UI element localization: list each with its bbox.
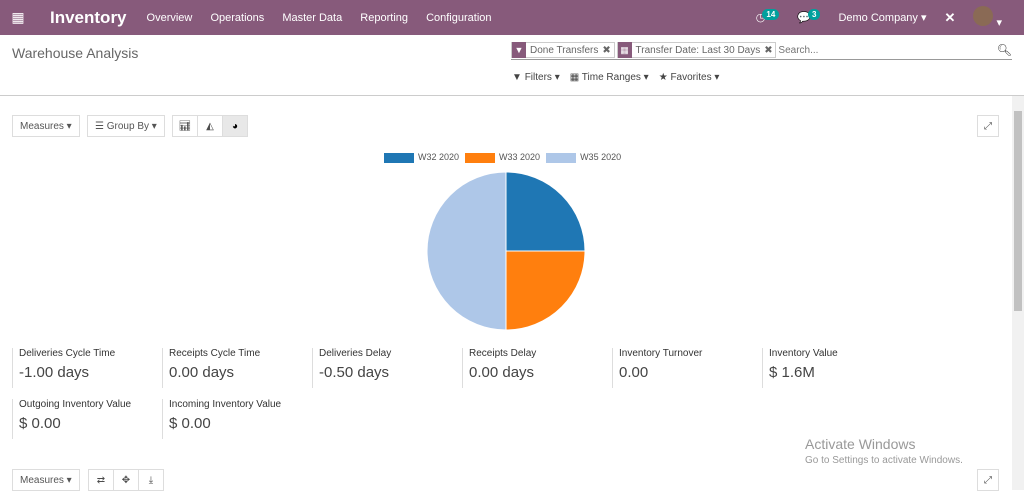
kpi-label: Deliveries Delay — [319, 348, 392, 359]
facet-transfer-date: ▦ Transfer Date: Last 30 Days ✖ — [616, 42, 777, 58]
favorites-label: Favorites — [670, 72, 712, 83]
group-by-button[interactable]: ☰ Group By ▾ — [87, 115, 165, 137]
user-menu[interactable]: ▾ — [973, 6, 1002, 29]
page-title: Warehouse Analysis — [12, 45, 139, 61]
kpi-label: Receipts Delay — [469, 348, 537, 359]
legend-item[interactable]: W35 2020 — [546, 152, 621, 163]
kpi-value: -0.50 days — [319, 364, 390, 381]
group-by-label: Group By — [106, 120, 149, 132]
apps-menu-icon[interactable]: ▦ — [11, 9, 25, 25]
kpi-card[interactable]: Inventory Turnover 0.00 — [612, 348, 702, 388]
kpi-value: 0.00 days — [469, 364, 535, 381]
scrollbar-thumb[interactable] — [1014, 111, 1022, 311]
expand-button[interactable]: ⤢ — [977, 115, 999, 137]
kpi-value: $ 0.00 — [169, 415, 211, 432]
kpi-value: 0.00 days — [169, 364, 235, 381]
kpi-card[interactable]: Deliveries Delay -0.50 days — [312, 348, 391, 388]
facet-label: Done Transfers — [530, 44, 599, 56]
flip-axis-icon[interactable]: ⇄ — [88, 469, 114, 491]
messages-button[interactable]: 💬3 — [797, 9, 821, 24]
avatar — [973, 6, 994, 26]
kpi-label: Outgoing Inventory Value — [19, 399, 132, 410]
legend-label: W32 2020 — [418, 152, 460, 162]
activity-badge: 14 — [762, 9, 780, 20]
kpi-value: $ 1.6M — [769, 364, 815, 381]
measures-button-2[interactable]: Measures ▾ — [12, 469, 80, 491]
activity-button[interactable]: ◷14 — [755, 9, 780, 24]
messages-badge: 3 — [808, 9, 821, 20]
menu-overview[interactable]: Overview — [146, 11, 193, 24]
legend-item[interactable]: W32 2020 — [384, 152, 459, 163]
kpi-value: 0.00 — [619, 364, 649, 381]
pie-chart — [426, 171, 586, 331]
favorites-dropdown[interactable]: ★ Favorites ▾ — [658, 72, 720, 83]
kpi-label: Receipts Cycle Time — [169, 348, 261, 359]
remove-facet-icon[interactable]: ✖ — [602, 44, 614, 56]
kpi-card[interactable]: Receipts Delay 0.00 days — [462, 348, 536, 388]
calendar-icon: ▦ — [617, 42, 632, 58]
chat-icon: 💬 — [797, 12, 811, 24]
filters-dropdown[interactable]: ▼ Filters ▾ — [512, 72, 560, 83]
filter-icon: ▼ — [512, 42, 526, 58]
search-icon[interactable]: 🔍︎ — [996, 43, 1012, 57]
bar-chart-icon[interactable]: 📊︎ — [172, 115, 198, 137]
main-menu: Overview Operations Master Data Reportin… — [147, 12, 507, 24]
line-chart-icon[interactable]: ◭ — [197, 115, 223, 137]
app-name[interactable]: Inventory — [50, 7, 127, 27]
facet-done-transfers: ▼ Done Transfers ✖ — [511, 42, 615, 58]
pivot-actions: ⇄ ✥ ⤓ — [88, 469, 164, 491]
chart-legend: W32 2020 W33 2020 W35 2020 — [384, 152, 621, 163]
tools-icon[interactable]: ✕ — [944, 9, 956, 25]
expand-button-2[interactable]: ⤢ — [977, 469, 999, 491]
download-icon[interactable]: ⤓ — [138, 469, 164, 491]
kpi-label: Incoming Inventory Value — [169, 399, 282, 410]
facet-label: Transfer Date: Last 30 Days — [635, 44, 761, 56]
watermark-subtitle: Go to Settings to activate Windows. — [805, 455, 963, 466]
remove-facet-icon[interactable]: ✖ — [764, 44, 776, 56]
company-switcher[interactable]: Demo Company ▾ — [838, 12, 927, 24]
legend-item[interactable]: W33 2020 — [465, 152, 540, 163]
menu-configuration[interactable]: Configuration — [426, 11, 492, 24]
pie-slice[interactable] — [505, 171, 586, 252]
measures-button[interactable]: Measures ▾ — [12, 115, 80, 137]
legend-label: W33 2020 — [499, 152, 541, 162]
search-input[interactable] — [778, 44, 995, 56]
legend-swatch — [384, 152, 414, 163]
pie-slice[interactable] — [505, 250, 586, 331]
clock-icon: ◷ — [755, 12, 766, 24]
kpi-value: $ 0.00 — [19, 415, 61, 432]
chart-type-switcher: 📊︎ ◭ ◕ — [172, 115, 248, 137]
search-options: ▼ Filters ▾ ▦ Time Ranges ▾ ★ Favorites … — [512, 72, 719, 83]
expand-all-icon[interactable]: ✥ — [113, 469, 139, 491]
control-panel: Warehouse Analysis ▼ Done Transfers ✖ ▦ Tra… — [0, 35, 1024, 96]
kpi-card[interactable]: Incoming Inventory Value $ 0.00 — [162, 399, 281, 439]
kpi-label: Inventory Turnover — [619, 348, 703, 359]
kpi-label: Deliveries Cycle Time — [19, 348, 116, 359]
filters-label: Filters — [524, 72, 552, 83]
kpi-label: Inventory Value — [769, 348, 838, 359]
legend-swatch — [465, 152, 496, 163]
time-ranges-dropdown[interactable]: ▦ Time Ranges ▾ — [569, 72, 649, 83]
measures-label: Measures — [20, 474, 64, 486]
search-bar: ▼ Done Transfers ✖ ▦ Transfer Date: Last 30… — [511, 41, 1012, 60]
watermark-title: Activate Windows — [805, 436, 916, 452]
kpi-value: -1.00 days — [19, 364, 90, 381]
menu-operations[interactable]: Operations — [210, 11, 265, 24]
kpi-card[interactable]: Inventory Value $ 1.6M — [762, 348, 838, 388]
legend-label: W35 2020 — [580, 152, 622, 162]
top-navbar: ▦ Inventory Overview Operations Master D… — [0, 0, 1024, 35]
windows-watermark: Activate Windows Go to Settings to activa… — [805, 436, 963, 466]
kpi-card[interactable]: Receipts Cycle Time 0.00 days — [162, 348, 260, 388]
menu-master-data[interactable]: Master Data — [282, 11, 343, 24]
kpi-card[interactable]: Outgoing Inventory Value $ 0.00 — [12, 399, 131, 439]
kpi-card[interactable]: Deliveries Cycle Time -1.00 days — [12, 348, 115, 388]
pie-slice[interactable] — [426, 171, 507, 331]
pie-chart-icon[interactable]: ◕ — [222, 115, 248, 137]
time-ranges-label: Time Ranges — [581, 72, 641, 83]
measures-label: Measures — [20, 120, 64, 132]
menu-reporting[interactable]: Reporting — [360, 11, 408, 24]
legend-swatch — [546, 152, 577, 163]
company-name: Demo Company — [838, 12, 918, 24]
